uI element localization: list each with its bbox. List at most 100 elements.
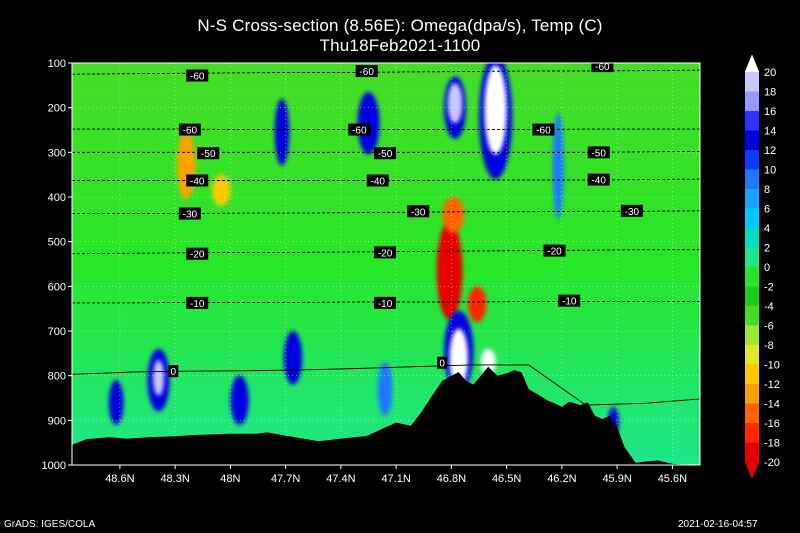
x-axis: 48.6N 48.3N 48N 47.7N 47.4N 47.1N 46.8N 46.5N 46… xyxy=(105,465,687,485)
colorbar-swatch-5 xyxy=(745,169,759,190)
colorbar-swatch-2 xyxy=(745,111,759,131)
colorbar-bottom-arrow xyxy=(745,462,759,479)
isotherm-label-box-2 xyxy=(591,63,614,73)
ascent-cell-16 xyxy=(274,98,290,166)
isotherm-label-box-10 xyxy=(366,174,389,187)
colorbar-label-8: 4 xyxy=(764,223,770,235)
isotherm-label-12: -30 xyxy=(183,210,198,221)
isotherm-label-box-13 xyxy=(407,205,430,218)
colorbar-label-17: -14 xyxy=(764,399,780,411)
x-tick-label-5: 47.1N xyxy=(381,473,410,485)
colorbar-swatch-15 xyxy=(745,364,759,385)
isotherm-label-10: -40 xyxy=(370,176,385,187)
isotherm-label-box-15 xyxy=(186,247,209,260)
isotherm-label-box-6 xyxy=(197,147,220,160)
isotherm-label-6: -50 xyxy=(201,149,216,160)
descent-cell-0 xyxy=(436,221,463,320)
colorbar-swatch-12 xyxy=(745,306,759,326)
colorbar-label-15: -10 xyxy=(764,360,780,372)
y-tick-label-8: 900 xyxy=(48,415,66,427)
isotherm-label-4: -60 xyxy=(352,126,367,137)
colorbar-label-7: 6 xyxy=(764,204,770,216)
isotherm-label-box-3 xyxy=(178,123,201,136)
y-tick-label-7: 800 xyxy=(48,371,66,383)
colorbar-swatch-3 xyxy=(745,130,759,151)
isotherm-label-18: -10 xyxy=(190,299,205,310)
colorbar-swatch-8 xyxy=(745,228,759,248)
x-tick-label-10: 45.6N xyxy=(658,473,687,485)
colorbar-label-13: -6 xyxy=(764,321,774,333)
isotherm-label-box-22 xyxy=(437,356,448,369)
colorbar: 20181614121086420-2-4-6-8-10-12-14-16-18… xyxy=(744,54,780,479)
isotherm-label-3: -60 xyxy=(183,126,198,137)
isotherm-label-box-18 xyxy=(186,296,209,309)
colorbar-label-19: -18 xyxy=(764,438,780,450)
x-tick-label-4: 47.4N xyxy=(326,473,355,485)
y-tick-label-1: 200 xyxy=(48,103,66,115)
descent-cell-4 xyxy=(211,174,231,206)
colorbar-swatch-1 xyxy=(745,91,759,112)
x-tick-label-2: 48N xyxy=(220,473,240,485)
y-tick-label-0: 100 xyxy=(48,58,66,70)
colorbar-label-14: -8 xyxy=(764,340,774,352)
y-tick-label-4: 500 xyxy=(48,237,66,249)
isotherm-label-box-14 xyxy=(620,204,643,217)
colorbar-label-3: 14 xyxy=(764,126,776,138)
footer-timestamp: 2021-02-16-04:57 xyxy=(678,519,758,530)
colorbar-label-1: 18 xyxy=(764,87,776,99)
ascent-cell-6 xyxy=(484,65,507,155)
isotherm-label-box-9 xyxy=(186,174,209,187)
chart-subtitle: Thu18Feb2021-1100 xyxy=(319,36,481,55)
isotherm-label-box-11 xyxy=(587,173,610,186)
plot-area: -60 -60 -60 -60 -60 -60 -50 -50 -50 -40 -40 -40 -30 -… xyxy=(72,62,700,465)
colorbar-label-0: 20 xyxy=(764,67,776,79)
x-tick-label-0: 48.6N xyxy=(105,473,134,485)
isotherm-label-box-12 xyxy=(178,207,201,220)
colorbar-swatch-4 xyxy=(745,150,759,170)
isotherm-label-box-7 xyxy=(374,147,397,160)
isotherm-label-2: -60 xyxy=(595,62,610,73)
footer-credit: GrADS: IGES/COLA xyxy=(4,519,96,530)
colorbar-swatch-6 xyxy=(745,189,759,209)
colorbar-swatch-16 xyxy=(745,384,759,404)
colorbar-swatch-0 xyxy=(745,72,759,92)
x-tick-label-9: 45.9N xyxy=(602,473,631,485)
colorbar-top-arrow xyxy=(744,54,760,73)
colorbar-label-5: 10 xyxy=(764,165,776,177)
x-tick-label-3: 47.7N xyxy=(271,473,300,485)
isotherm-label-15: -20 xyxy=(190,250,205,261)
descent-cell-1 xyxy=(442,197,465,233)
y-tick-label-6: 700 xyxy=(48,326,66,338)
isotherm-label-14: -30 xyxy=(625,207,640,218)
y-tick-label-9: 1000 xyxy=(42,460,66,472)
isotherm-label-22: 0 xyxy=(439,359,445,370)
colorbar-swatch-13 xyxy=(745,325,759,346)
terrain-silhouette xyxy=(72,366,700,465)
isotherm-label-7: -50 xyxy=(378,149,393,160)
ascent-cell-18 xyxy=(283,331,303,385)
ascent-cell-14 xyxy=(108,380,124,425)
x-tick-label-7: 46.5N xyxy=(492,473,521,485)
colorbar-label-10: 0 xyxy=(764,262,770,274)
isotherm-label-box-0 xyxy=(186,69,209,82)
isotherm-label-16: -20 xyxy=(378,248,393,259)
isotherm-label-box-21 xyxy=(168,365,179,378)
isotherm-label-0: -60 xyxy=(190,72,205,83)
isotherm-label-20: -10 xyxy=(562,297,577,308)
colorbar-swatch-17 xyxy=(745,403,759,424)
x-tick-label-1: 48.3N xyxy=(160,473,189,485)
colorbar-label-2: 16 xyxy=(764,106,776,118)
x-tick-label-8: 46.2N xyxy=(547,473,576,485)
colorbar-label-9: 2 xyxy=(764,243,770,255)
colorbar-swatch-10 xyxy=(745,267,759,287)
isotherm-label-13: -30 xyxy=(411,207,426,218)
colorbar-label-12: -4 xyxy=(764,301,774,313)
colorbar-label-20: -20 xyxy=(764,457,780,469)
colorbar-label-16: -12 xyxy=(764,379,780,391)
colorbar-swatch-7 xyxy=(745,208,759,229)
colorbar-swatch-9 xyxy=(745,247,759,268)
isotherm-label-box-8 xyxy=(587,146,610,159)
colorbar-swatch-19 xyxy=(745,442,759,463)
colorbar-swatch-14 xyxy=(745,345,759,365)
